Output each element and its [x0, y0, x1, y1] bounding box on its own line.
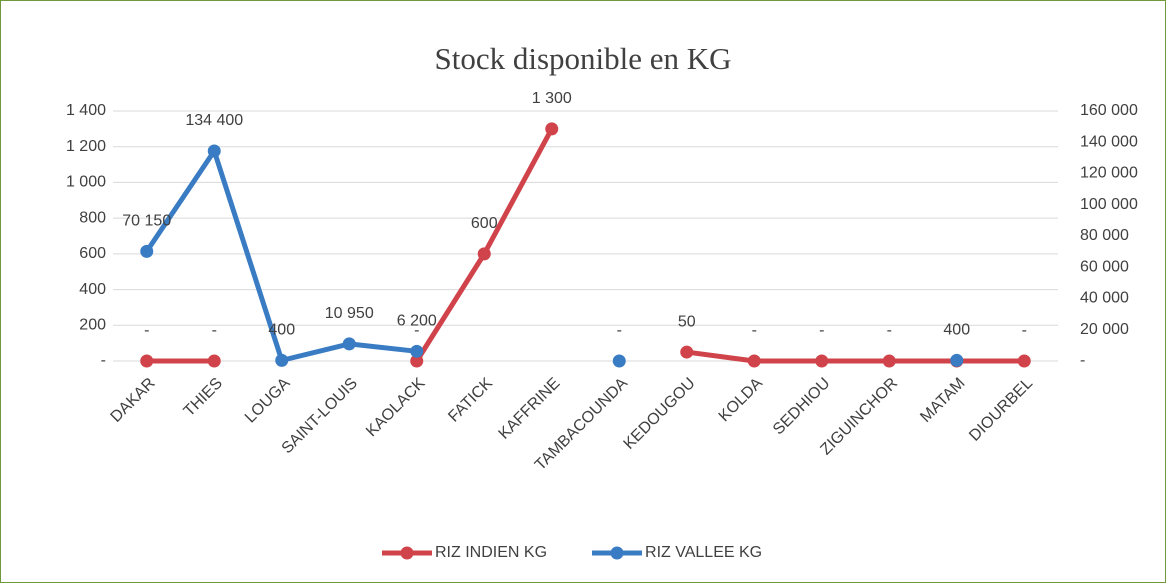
- y2-tick-label: 160 000: [1080, 102, 1138, 119]
- y2-tick-label: 140 000: [1080, 133, 1138, 150]
- data-label: 134 400: [185, 112, 243, 129]
- chart-border: [1, 1, 1166, 583]
- data-label: -: [1022, 322, 1027, 339]
- data-label: 600: [471, 215, 498, 232]
- data-label: 1 300: [532, 90, 572, 107]
- data-label: 400: [943, 322, 970, 339]
- point: [1018, 355, 1031, 368]
- point: [613, 355, 626, 368]
- legend-marker: [401, 547, 414, 560]
- data-label: 6 200: [397, 313, 437, 330]
- legend-marker: [611, 547, 624, 560]
- y-tick-label: 600: [79, 245, 106, 262]
- point: [343, 337, 356, 350]
- data-label: 10 950: [325, 305, 374, 322]
- data-label: -: [819, 322, 824, 339]
- page: Stock disponible en KG - 200 400 600 800 1 00…: [0, 0, 1166, 583]
- point: [140, 245, 153, 258]
- point: [545, 122, 558, 135]
- chart: Stock disponible en KG - 200 400 600 800 1 00…: [0, 0, 1166, 583]
- data-label: -: [144, 322, 149, 339]
- point: [883, 355, 896, 368]
- y2-tick-label: 40 000: [1080, 290, 1129, 307]
- data-label: -: [887, 322, 892, 339]
- data-label: -: [617, 322, 622, 339]
- chart-title: Stock disponible en KG: [434, 41, 731, 76]
- y2-tick-label: 120 000: [1080, 165, 1138, 182]
- point: [478, 247, 491, 260]
- y-tick-label: 1 000: [66, 174, 106, 191]
- data-label: -: [212, 322, 217, 339]
- point: [410, 345, 423, 358]
- point: [815, 355, 828, 368]
- point: [140, 355, 153, 368]
- point: [680, 346, 693, 359]
- y-tick-label: 400: [79, 281, 106, 298]
- point: [208, 355, 221, 368]
- y2-tick-label: 80 000: [1080, 227, 1129, 244]
- y2-tick-label: 20 000: [1080, 321, 1129, 338]
- legend-label: RIZ INDIEN KG: [435, 544, 547, 561]
- y2-tick-label: -: [1080, 352, 1085, 369]
- y-tick-label: 1 200: [66, 138, 106, 155]
- data-label: 400: [268, 322, 295, 339]
- point: [748, 355, 761, 368]
- y-tick-label: 200: [79, 317, 106, 334]
- data-label: 70 150: [122, 213, 171, 230]
- data-label: 50: [678, 313, 696, 330]
- y2-tick-label: 60 000: [1080, 258, 1129, 275]
- y-tick-label: 1 400: [66, 102, 106, 119]
- point: [275, 354, 288, 367]
- data-label: -: [752, 322, 757, 339]
- y2-tick-label: 100 000: [1080, 196, 1138, 213]
- point: [950, 354, 963, 367]
- point: [208, 145, 221, 158]
- y-tick-label: -: [101, 352, 106, 369]
- legend-label: RIZ VALLEE KG: [645, 544, 762, 561]
- y-tick-label: 800: [79, 209, 106, 226]
